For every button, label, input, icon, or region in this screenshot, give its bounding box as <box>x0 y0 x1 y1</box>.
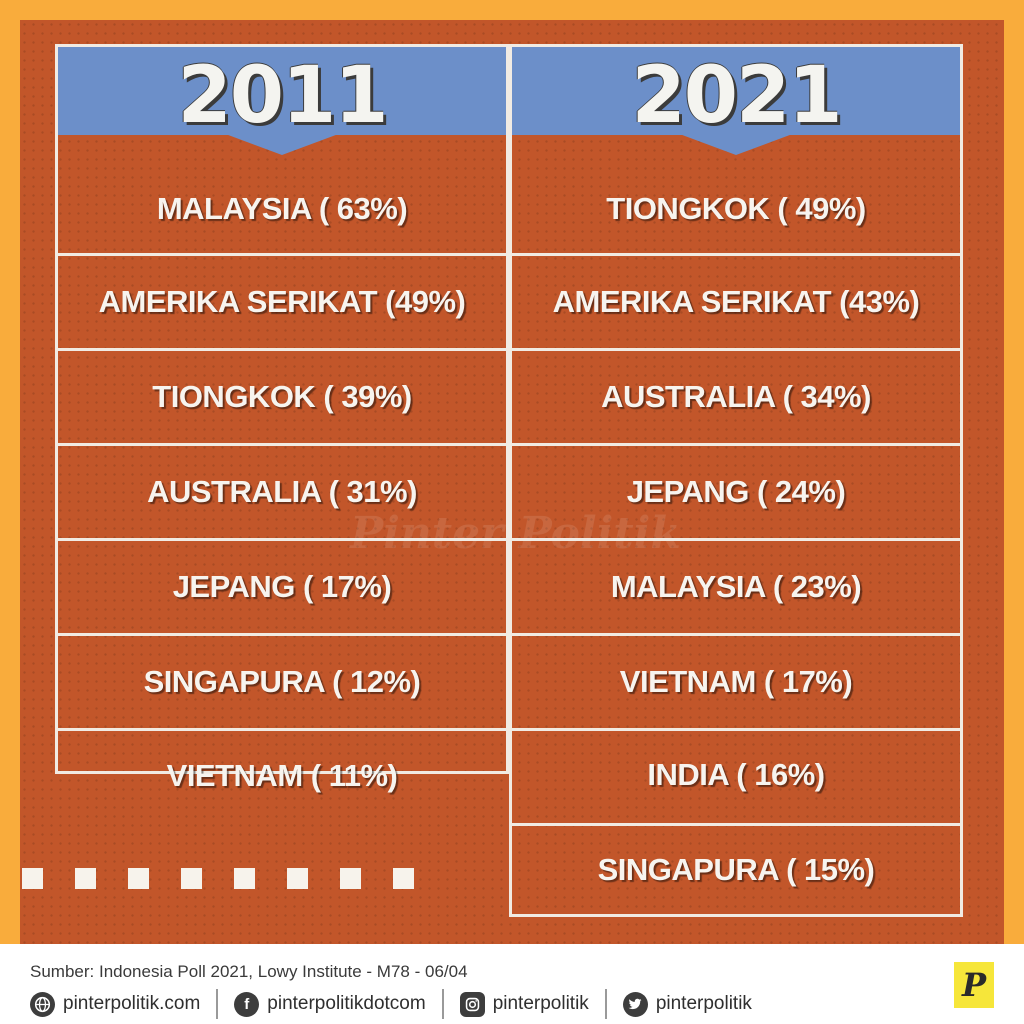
divider <box>216 989 219 1019</box>
divider <box>604 989 607 1019</box>
square-decoration <box>22 868 43 889</box>
square-decoration <box>393 868 414 889</box>
list-item: SINGAPURA ( 12%) <box>143 664 421 699</box>
divider <box>441 989 444 1019</box>
footer: Sumber: Indonesia Poll 2021, Lowy Instit… <box>0 944 1024 1024</box>
row-divider <box>58 443 506 446</box>
globe-icon <box>30 991 55 1017</box>
row-divider <box>512 823 960 826</box>
twitter-icon <box>622 991 648 1017</box>
social-label: pinterpolitik <box>492 993 589 1014</box>
decorative-squares <box>22 868 414 889</box>
square-decoration <box>181 868 202 889</box>
main-panel: Pinter Politik <box>20 20 1004 944</box>
list-item: VIETNAM ( 17%) <box>619 664 853 699</box>
row-divider <box>512 348 960 351</box>
social-label: pinterpolitik.com <box>63 993 201 1014</box>
header-2011: 2011 <box>58 47 506 155</box>
row-divider <box>58 633 506 636</box>
column-2021: 2021 TIONGKOK ( 49%) AMERIKA SERIKAT (43… <box>509 44 963 917</box>
list-item: SINGAPURA ( 15%) <box>597 852 875 887</box>
social-twitter[interactable]: pinterpolitik <box>622 991 752 1017</box>
year-label-2011: 2011 <box>177 51 388 141</box>
row-divider <box>512 443 960 446</box>
instagram-icon <box>459 991 485 1017</box>
social-label: pinterpolitik <box>655 993 752 1014</box>
list-item: JEPANG ( 24%) <box>626 474 846 509</box>
source-text: Sumber: Indonesia Poll 2021, Lowy Instit… <box>30 962 468 981</box>
list-item: VIETNAM ( 11%) <box>166 758 398 793</box>
facebook-icon: f <box>234 991 260 1017</box>
list-item: AUSTRALIA ( 34%) <box>601 379 871 414</box>
social-instagram[interactable]: pinterpolitik <box>459 991 589 1017</box>
list-item: TIONGKOK ( 49%) <box>606 191 866 226</box>
list-item: TIONGKOK ( 39%) <box>152 379 412 414</box>
list-item: MALAYSIA ( 63%) <box>156 191 408 226</box>
social-website[interactable]: pinterpolitik.com <box>30 991 201 1017</box>
watermark: Pinter Politik <box>350 508 681 559</box>
row-divider <box>512 538 960 541</box>
list-item: JEPANG ( 17%) <box>172 569 392 604</box>
header-2021: 2021 <box>512 47 960 155</box>
square-decoration <box>287 868 308 889</box>
list-item: MALAYSIA ( 23%) <box>610 569 862 604</box>
square-decoration <box>340 868 361 889</box>
brand-logo: P <box>954 962 994 1008</box>
row-divider <box>512 728 960 731</box>
list-item: AMERIKA SERIKAT (49%) <box>98 284 466 319</box>
row-divider <box>58 728 506 731</box>
list-item: AUSTRALIA ( 31%) <box>147 474 417 509</box>
row-divider <box>512 633 960 636</box>
year-label-2021: 2021 <box>631 51 842 141</box>
row-divider <box>58 348 506 351</box>
list-item: AMERIKA SERIKAT (43%) <box>552 284 920 319</box>
square-decoration <box>128 868 149 889</box>
row-divider <box>58 538 506 541</box>
social-facebook[interactable]: f pinterpolitikdotcom <box>234 991 426 1017</box>
list-item: INDIA ( 16%) <box>647 757 825 792</box>
social-links: pinterpolitik.com f pinterpolitikdotcom … <box>30 988 752 1020</box>
social-label: pinterpolitikdotcom <box>267 993 426 1014</box>
column-2011: 2011 MALAYSIA ( 63%) AMERIKA SERIKAT (49… <box>55 44 509 793</box>
row-divider <box>58 253 506 256</box>
row-divider <box>512 253 960 256</box>
square-decoration <box>75 868 96 889</box>
square-decoration <box>234 868 255 889</box>
